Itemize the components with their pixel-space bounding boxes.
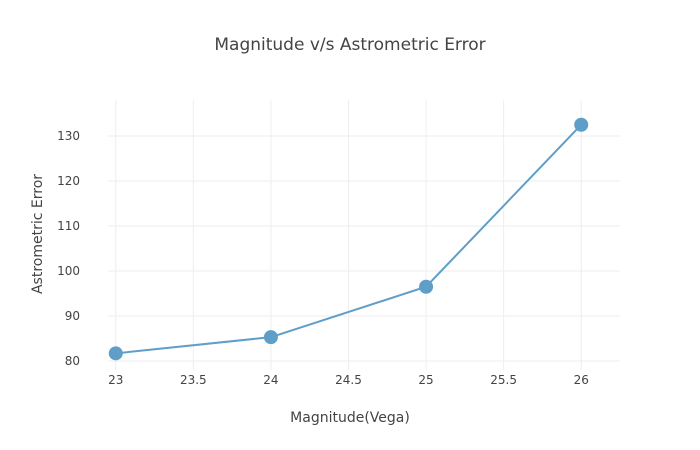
y-tick-label: 100 [57, 264, 80, 278]
data-point[interactable] [108, 346, 123, 361]
plot-area [108, 117, 589, 361]
x-tick-label: 24.5 [335, 373, 362, 387]
y-tick-label: 80 [65, 354, 80, 368]
x-tick-label: 24 [263, 373, 278, 387]
x-tick-label: 25 [418, 373, 433, 387]
y-tick-label: 90 [65, 309, 80, 323]
x-tick-label: 25.5 [490, 373, 517, 387]
y-axis-label: Astrometric Error [30, 174, 46, 294]
data-point[interactable] [574, 117, 589, 132]
x-axis-label: Magnitude(Vega) [290, 410, 410, 426]
data-point[interactable] [263, 330, 278, 345]
y-tick-label: 120 [57, 174, 80, 188]
y-tick-label: 130 [57, 129, 80, 143]
series-line [115, 124, 582, 355]
chart-title: Magnitude v/s Astrometric Error [214, 35, 485, 55]
x-tick-label: 26 [574, 373, 589, 387]
x-tick-label: 23.5 [180, 373, 207, 387]
grid [108, 100, 620, 370]
x-axis-ticks: 23 23.5 24 24.5 25 25.5 26 [108, 373, 589, 387]
x-tick-label: 23 [108, 373, 123, 387]
y-tick-label: 110 [57, 219, 80, 233]
y-axis-ticks: 80 90 100 110 120 130 [57, 129, 80, 368]
data-point[interactable] [419, 279, 434, 294]
